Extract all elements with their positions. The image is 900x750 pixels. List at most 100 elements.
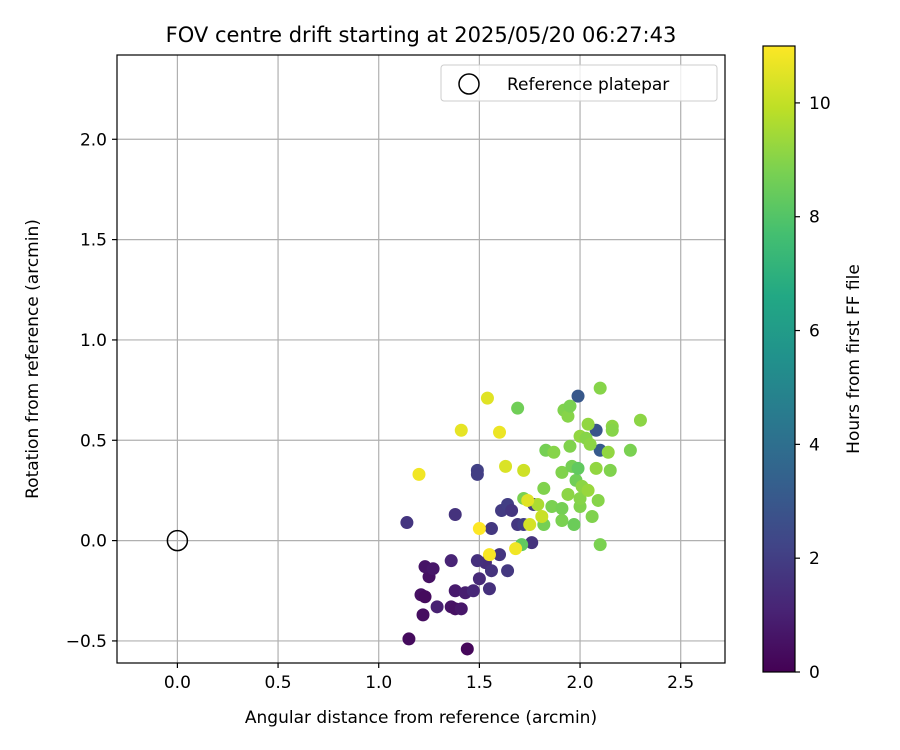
data-point — [605, 423, 619, 437]
data-point — [583, 437, 597, 451]
y-axis-ticks: −0.5 0.0 0.5 1.0 1.5 2.0 — [66, 130, 117, 652]
data-point — [555, 465, 569, 479]
data-point — [555, 514, 569, 528]
x-tick-label: 1.5 — [466, 673, 493, 693]
x-axis-label: Angular distance from reference (arcmin) — [245, 708, 597, 728]
data-point — [571, 461, 585, 475]
data-point — [567, 518, 581, 532]
colorbar-frame — [762, 45, 796, 673]
colorbar-tick-label: 4 — [809, 435, 820, 455]
plot-frame — [116, 54, 726, 664]
x-tick-label: 0.5 — [265, 673, 292, 693]
data-point — [448, 584, 462, 598]
data-point — [571, 389, 585, 403]
data-point — [563, 399, 577, 413]
data-point — [603, 463, 617, 477]
data-point — [521, 493, 535, 507]
data-point — [412, 467, 426, 481]
data-point — [460, 642, 474, 656]
data-point — [470, 554, 484, 568]
data-point — [501, 564, 515, 578]
data-point — [633, 413, 647, 427]
data-point — [505, 503, 519, 517]
data-point — [448, 508, 462, 522]
chart-title: FOV centre drift starting at 2025/05/20 … — [166, 23, 677, 47]
x-axis-ticks: 0.0 0.5 1.0 1.5 2.0 2.5 — [164, 663, 694, 693]
data-point — [531, 497, 545, 511]
data-point — [466, 584, 480, 598]
x-tick-label: 1.0 — [365, 673, 392, 693]
data-point — [561, 409, 575, 423]
data-point — [537, 481, 551, 495]
data-point — [585, 510, 599, 524]
data-point — [623, 443, 637, 457]
y-tick-label: 1.5 — [80, 231, 107, 251]
data-point — [601, 445, 615, 459]
data-point — [454, 423, 468, 437]
data-point — [581, 483, 595, 497]
data-point — [484, 522, 498, 536]
y-axis-label: Rotation from reference (arcmin) — [23, 219, 43, 499]
y-tick-label: 0.0 — [80, 532, 107, 552]
grid — [117, 55, 725, 663]
data-point — [493, 548, 507, 562]
legend-box — [440, 64, 718, 102]
y-tick-label: −0.5 — [66, 632, 107, 652]
data-point — [472, 572, 486, 586]
data-point — [416, 608, 430, 622]
colorbar-tick-label: 8 — [809, 208, 820, 228]
y-tick-label: 2.0 — [80, 130, 107, 150]
data-point — [573, 491, 587, 505]
data-point — [493, 425, 507, 439]
data-point — [547, 445, 561, 459]
x-tick-label: 2.0 — [567, 673, 594, 693]
x-tick-label: 0.0 — [164, 673, 191, 693]
colorbar-tick-label: 0 — [809, 663, 820, 683]
data-point — [426, 562, 440, 576]
data-point — [470, 467, 484, 481]
data-point — [418, 590, 432, 604]
data-point — [517, 463, 531, 477]
colorbar-tick-label: 10 — [809, 94, 831, 114]
data-point — [430, 600, 444, 614]
y-tick-label: 1.0 — [80, 331, 107, 351]
data-point — [525, 536, 539, 550]
colorbar-label: Hours from first FF file — [844, 264, 864, 454]
scatter-points — [400, 381, 647, 656]
colorbar-tick-label: 2 — [809, 549, 820, 569]
data-point — [402, 632, 416, 646]
data-point — [454, 602, 468, 616]
data-point — [545, 499, 559, 513]
colorbar-tick-label: 6 — [809, 322, 820, 342]
colorbar — [763, 46, 795, 672]
data-point — [523, 518, 537, 532]
data-point — [509, 542, 523, 556]
data-point — [589, 461, 603, 475]
data-point — [482, 548, 496, 562]
reference-platepar-marker — [166, 529, 189, 552]
data-point — [484, 564, 498, 578]
legend-marker-reference — [458, 73, 480, 95]
data-point — [535, 510, 549, 524]
data-point — [561, 487, 575, 501]
data-point — [591, 493, 605, 507]
data-point — [593, 381, 607, 395]
data-point — [472, 522, 486, 536]
reference-marker-layer — [166, 529, 189, 552]
data-point — [482, 582, 496, 596]
data-point — [593, 538, 607, 552]
data-point — [581, 417, 595, 431]
plot-area — [117, 55, 725, 663]
data-point — [480, 391, 494, 405]
x-tick-label: 2.5 — [667, 673, 694, 693]
colorbar-ticks: 0 2 4 6 8 10 — [795, 94, 831, 683]
data-point — [555, 501, 569, 515]
legend-label-reference: Reference platepar — [507, 75, 669, 95]
data-point — [400, 516, 414, 530]
y-tick-label: 0.5 — [80, 431, 107, 451]
data-point — [444, 554, 458, 568]
legend: Reference platepar — [440, 64, 718, 102]
data-point — [563, 439, 577, 453]
